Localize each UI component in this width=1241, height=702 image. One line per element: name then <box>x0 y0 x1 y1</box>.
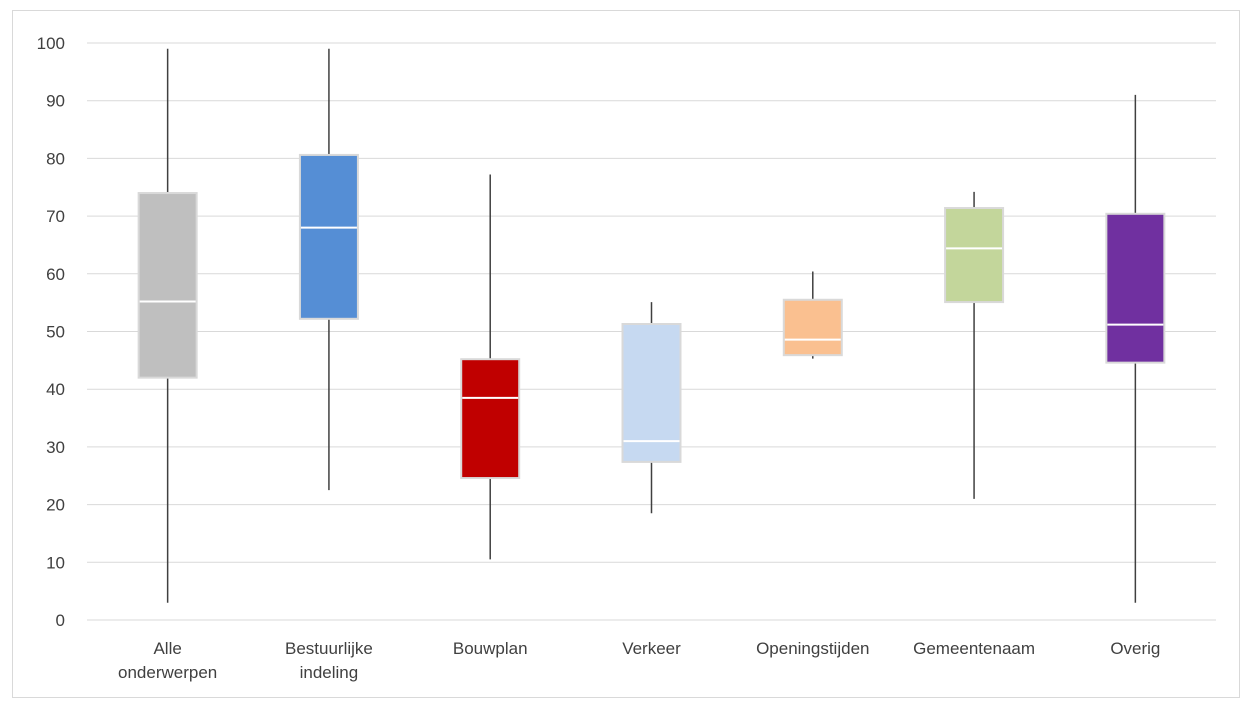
y-tick-label: 100 <box>37 34 65 53</box>
x-category-label: Gemeentenaam <box>913 639 1035 658</box>
box-3 <box>460 174 521 560</box>
y-tick-label: 30 <box>46 438 65 457</box>
y-tick-label: 90 <box>46 92 65 111</box>
x-category-label-line: Openingstijden <box>756 639 869 658</box>
x-category-label: Bouwplan <box>453 639 528 658</box>
x-category-label: Overig <box>1110 639 1160 658</box>
y-tick-label: 20 <box>46 496 65 515</box>
x-category-label-line: Bestuurlijke <box>285 639 373 658</box>
box-series <box>137 48 1166 603</box>
y-tick-label: 60 <box>46 265 65 284</box>
x-category-label: Verkeer <box>622 639 681 658</box>
box-5 <box>782 271 843 359</box>
x-category-label-line: Gemeentenaam <box>913 639 1035 658</box>
y-axis-tick-labels: 0 10 20 30 40 50 60 70 80 90 100 <box>37 34 65 630</box>
y-tick-label: 40 <box>46 380 65 399</box>
x-category-label-line: Alle <box>153 639 181 658</box>
iqr-box <box>298 153 359 320</box>
x-category-label-line: Verkeer <box>622 639 681 658</box>
iqr-box <box>460 358 521 480</box>
y-tick-label: 80 <box>46 149 65 168</box>
x-category-label-line: Overig <box>1110 639 1160 658</box>
box-4 <box>621 302 682 514</box>
boxplot-chart: 0 10 20 30 40 50 60 70 80 90 100 Alle onderwerpen Be… <box>37 34 1216 682</box>
box-6 <box>944 191 1005 499</box>
x-category-label: Openingstijden <box>756 639 869 658</box>
x-category-label-line: Bouwplan <box>453 639 528 658</box>
y-tick-label: 50 <box>46 323 65 342</box>
x-category-label-line: onderwerpen <box>118 663 217 682</box>
x-axis-category-labels: Alle onderwerpen Bestuurlijke indeling Bouwp… <box>118 639 1160 682</box>
box-2 <box>298 48 359 491</box>
chart-frame: 0 10 20 30 40 50 60 70 80 90 100 Alle onderwerpen Be… <box>12 10 1240 698</box>
y-tick-label: 10 <box>46 553 65 572</box>
x-category-label: Bestuurlijke indeling <box>285 639 373 682</box>
iqr-box <box>621 322 682 463</box>
x-category-label-line: indeling <box>300 663 359 682</box>
y-tick-label: 0 <box>56 611 65 630</box>
iqr-box <box>1105 212 1166 364</box>
box-1 <box>137 48 198 603</box>
box-7 <box>1105 94 1166 603</box>
iqr-box <box>137 192 198 379</box>
iqr-box <box>782 298 843 357</box>
iqr-box <box>944 207 1005 304</box>
x-category-label: Alle onderwerpen <box>118 639 217 682</box>
y-tick-label: 70 <box>46 207 65 226</box>
